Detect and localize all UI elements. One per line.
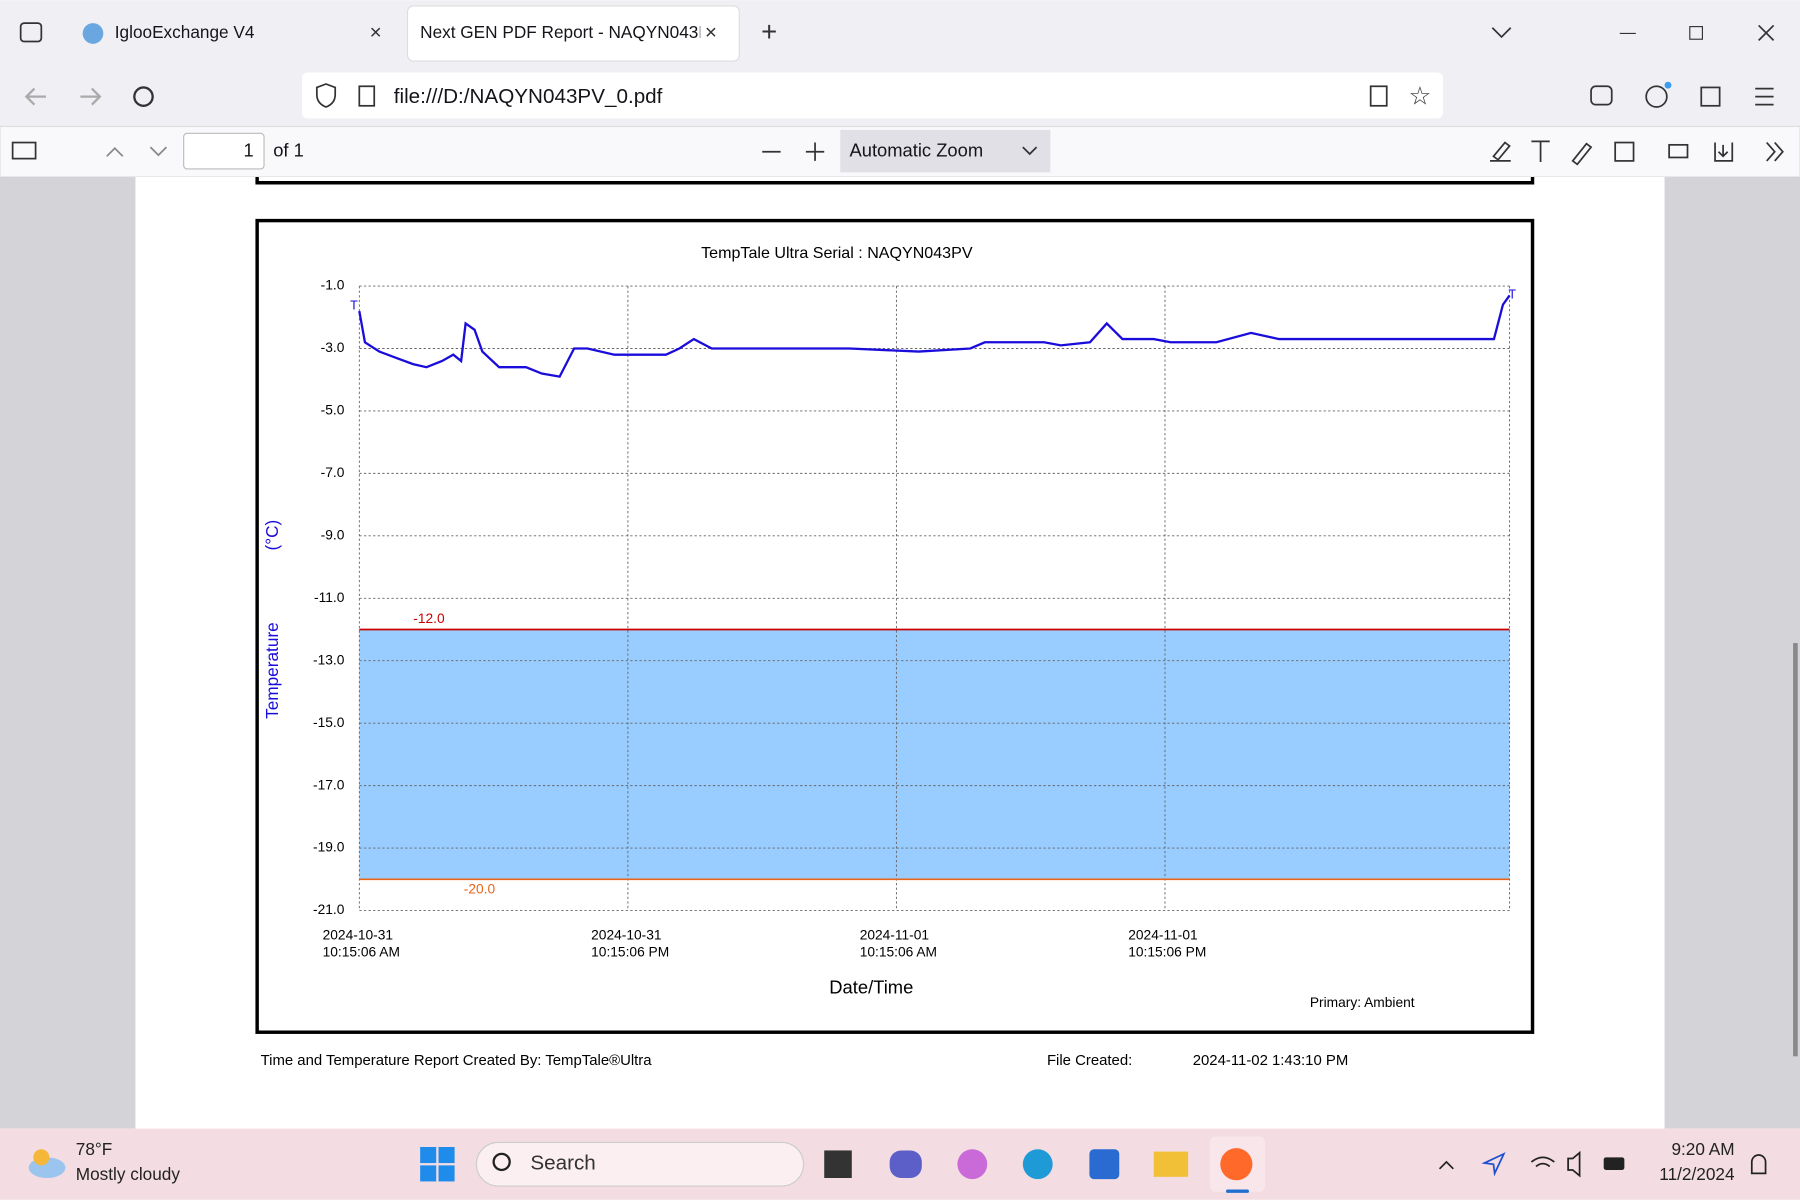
zoom-arrow[interactable]	[1022, 146, 1038, 156]
search-icon	[492, 1152, 511, 1172]
chart-frame	[255, 218, 1535, 1034]
url-bar[interactable]	[301, 72, 1443, 119]
account[interactable]	[1645, 85, 1668, 108]
y-tick-label: -15.0	[313, 715, 345, 730]
page-number[interactable]: 1	[243, 140, 253, 161]
x-tick-label: 10:15:06 PM	[1128, 945, 1206, 960]
file-icon	[358, 85, 376, 107]
data-line	[358, 294, 1511, 378]
close-tab[interactable]: ×	[705, 21, 717, 44]
y-tick-label: -5.0	[321, 403, 345, 418]
badge	[1664, 81, 1672, 89]
weather-sun	[33, 1149, 50, 1166]
bookmark-star[interactable]: ☆	[1409, 82, 1432, 110]
url[interactable]: file:///D:/NAQYN043PV_0.pdf	[394, 85, 663, 108]
end-marker: T	[1508, 288, 1516, 302]
x-tick-label: 2024-10-31	[591, 927, 661, 942]
extensions[interactable]	[1700, 86, 1721, 107]
shield-icon[interactable]	[315, 83, 337, 108]
file-created-label: File Created:	[1047, 1052, 1132, 1069]
chart: -1.0 -3.0 -5.0 -7.0 -9.0 -11.0 -13.0 -15.0 -17.0…	[262, 244, 1517, 1010]
new-tab[interactable]: +	[761, 16, 777, 47]
y-tick-label: -19.0	[313, 840, 345, 855]
start-button[interactable]	[420, 1147, 455, 1182]
location-icon[interactable]	[1481, 1152, 1506, 1177]
reload[interactable]	[133, 86, 154, 107]
annotation-tools[interactable]	[1490, 140, 1784, 166]
clock-time[interactable]: 9:20 AM	[1671, 1139, 1734, 1159]
weather-desc[interactable]: Mostly cloudy	[76, 1164, 181, 1184]
y-tick-label: -13.0	[313, 652, 345, 667]
zoom-select[interactable]	[840, 129, 1051, 173]
tray-overflow[interactable]	[1438, 1160, 1454, 1170]
y-tick-label: -21.0	[313, 902, 345, 917]
y-tick-label: -11.0	[314, 590, 345, 605]
x-tick-label: 2024-10-31	[323, 927, 393, 942]
y-axis-unit: (°C)	[262, 520, 282, 551]
x-axis-label: Date/Time	[829, 976, 913, 997]
x-tick-label: 2024-11-01	[1128, 927, 1197, 942]
legend-note: Primary: Ambient	[1310, 995, 1415, 1010]
sidebar-toggle[interactable]	[11, 141, 37, 160]
battery[interactable]	[1603, 1157, 1625, 1170]
search-box[interactable]	[475, 1141, 805, 1187]
clock-date[interactable]: 11/2/2024	[1659, 1164, 1735, 1184]
x-tick-label: 2024-11-01	[860, 927, 929, 942]
threshold-label: -20.0	[464, 881, 496, 896]
weather-temp[interactable]: 78°F	[76, 1139, 113, 1159]
active-tab[interactable]	[406, 5, 740, 62]
close-window[interactable]	[1758, 24, 1775, 41]
pocket[interactable]	[1590, 85, 1613, 106]
chart-title: TempTale Ultra Serial : NAQYN043PV	[701, 244, 973, 262]
prev-frame	[255, 176, 1535, 185]
menu[interactable]	[1755, 87, 1774, 106]
volume[interactable]	[1567, 1150, 1581, 1178]
page-input[interactable]	[183, 132, 265, 170]
report-created-by: Time and Temperature Report Created By: …	[261, 1052, 653, 1069]
zoom-in[interactable]	[805, 142, 825, 161]
tab-favicon	[82, 23, 104, 44]
tab-title[interactable]: IglooExchange V4	[115, 22, 255, 42]
y-tick-label: -9.0	[321, 527, 345, 542]
x-tick-label: 10:15:06 AM	[323, 945, 400, 960]
zoom-value[interactable]: Automatic Zoom	[849, 140, 983, 161]
restore[interactable]	[1689, 26, 1703, 40]
scrollbar[interactable]	[1793, 643, 1798, 1057]
threshold-label: -12.0	[413, 611, 445, 626]
notifications[interactable]	[1750, 1154, 1767, 1175]
back[interactable]	[24, 87, 46, 106]
acceptable-band	[359, 629, 1510, 880]
y-tick-label: -7.0	[321, 465, 345, 480]
page-nav[interactable]	[106, 146, 168, 157]
y-tick-label: -3.0	[321, 340, 345, 355]
reader-icon[interactable]	[1369, 85, 1388, 107]
y-tick-label: -1.0	[321, 278, 345, 293]
x-tick-label: 10:15:06 AM	[860, 945, 937, 960]
page-count: of 1	[273, 140, 304, 161]
tab-list-icon[interactable]	[19, 22, 43, 43]
x-tick-label: 10:15:06 PM	[591, 945, 669, 960]
wifi[interactable]	[1530, 1156, 1555, 1168]
search-placeholder[interactable]: Search	[530, 1152, 595, 1175]
taskbar-apps[interactable]	[824, 1136, 1266, 1193]
tab-title[interactable]: Next GEN PDF Report - NAQYN043PV_0.pdf	[420, 22, 769, 42]
close-tab[interactable]: ×	[370, 21, 382, 44]
forward[interactable]	[80, 87, 102, 106]
tab-overflow[interactable]	[1491, 27, 1512, 39]
y-tick-label: -17.0	[313, 777, 345, 792]
start-marker: T	[350, 299, 358, 313]
y-axis-label: Temperature	[262, 622, 282, 719]
file-created: 2024-11-02 1:43:10 PM	[1193, 1052, 1349, 1069]
